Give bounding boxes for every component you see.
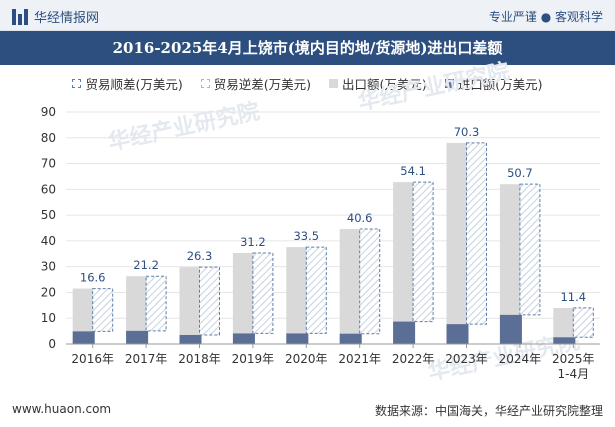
legend-swatch-surplus — [72, 79, 82, 88]
bar-import — [339, 333, 362, 344]
legend-label-deficit: 贸易逆差(万美元) — [213, 77, 311, 92]
x-tick-label: 2020年 — [285, 352, 328, 366]
bar-surplus — [252, 252, 274, 334]
bar-surplus — [305, 246, 327, 334]
data-label-surplus: 70.3 — [454, 125, 480, 139]
watermark-text: 华经产业研究院 — [356, 58, 512, 115]
x-tick-label: 2025年 1-4月 — [552, 352, 595, 381]
legend-swatch-deficit — [200, 79, 210, 88]
bar-import — [553, 337, 576, 344]
chart-canvas: 华经产业研究院 华经产业研究院 华经产业研究院 0102030405060708… — [41, 58, 600, 386]
y-tick-label: 70 — [41, 157, 56, 171]
y-tick-label: 40 — [41, 234, 56, 248]
legend-swatch-export — [329, 79, 338, 88]
bar-export — [339, 229, 362, 344]
watermark-text: 华经产业研究院 — [106, 98, 262, 155]
data-label-surplus: 31.2 — [240, 235, 266, 249]
data-label-surplus: 40.6 — [347, 211, 373, 225]
data-label-surplus: 21.2 — [133, 258, 159, 272]
bar-surplus — [412, 181, 434, 323]
bar-surplus — [519, 183, 541, 316]
data-label-surplus: 50.7 — [507, 166, 533, 180]
bar-export — [446, 142, 469, 344]
bar-export — [499, 184, 522, 344]
chart-title: 2016-2025年4月上饶市(境内目的地/货源地)进出口差额 — [0, 31, 615, 65]
bar-import — [393, 321, 416, 344]
bar-export — [286, 247, 309, 344]
x-tick-label: 2019年 — [232, 352, 275, 366]
bar-import — [179, 334, 202, 344]
brand-name: 华经情报网 — [34, 11, 100, 26]
bar-export — [126, 276, 149, 344]
data-labels: 16.6 21.2 26.3 31.2 33.5 40.6 54.1 70.3 50.7 11.4 — [80, 125, 586, 304]
y-tick-label: 20 — [41, 285, 56, 299]
data-label-surplus: 54.1 — [400, 164, 426, 178]
legend-item-import: 进口额(万美元) — [444, 74, 543, 93]
top-bar: 华经情报网 专业严谨 ● 客观科学 — [0, 0, 615, 31]
bar-export — [72, 288, 95, 344]
bar-export — [393, 182, 416, 344]
legend-label-surplus: 贸易顺差(万美元) — [85, 77, 183, 92]
bar-import — [499, 314, 522, 344]
y-tick-label: 80 — [41, 131, 56, 145]
y-tick-label: 0 — [48, 337, 56, 351]
bar-export — [553, 307, 576, 344]
brand: 华经情报网 — [12, 7, 99, 26]
bar-surplus — [145, 275, 167, 332]
footer-source: 数据来源：中国海关，华经产业研究院整理 — [374, 404, 603, 418]
data-label-surplus: 33.5 — [293, 229, 319, 243]
y-tick-label: 50 — [41, 208, 56, 222]
data-label-surplus: 26.3 — [187, 249, 213, 263]
bar-import — [126, 330, 149, 344]
data-label-surplus: 11.4 — [560, 290, 586, 304]
bar-import — [72, 331, 95, 344]
footer: www.huaon.com 数据来源：中国海关，华经产业研究院整理 — [0, 397, 615, 427]
bar-surplus — [572, 307, 594, 338]
x-axis: 2016年 2017年 2018年 2019年 2020年 2021年 2022年 2023年… — [66, 343, 600, 381]
x-tick-label: 2018年 — [178, 352, 221, 366]
legend: 贸易顺差(万美元) 贸易逆差(万美元) 出口额(万美元) 进口额(万美元) — [0, 74, 615, 93]
bar-surplus — [359, 228, 381, 335]
bar-import — [446, 324, 469, 344]
footer-website: www.huaon.com — [12, 402, 112, 416]
y-tick-label: 90 — [41, 105, 56, 119]
x-tick-label: 2021年 — [338, 352, 381, 366]
legend-label-export: 出口额(万美元) — [342, 77, 427, 92]
y-axis: 0 10 20 30 40 50 60 70 80 90 — [41, 105, 56, 351]
legend-label-import: 进口额(万美元) — [457, 77, 543, 92]
legend-item-surplus: 贸易顺差(万美元) — [72, 74, 183, 93]
bar-surplus — [92, 288, 114, 332]
bar-surplus — [466, 142, 487, 325]
bar-surplus — [199, 266, 220, 336]
legend-swatch-import — [444, 79, 454, 88]
y-tick-label: 60 — [41, 182, 56, 196]
legend-item-deficit: 贸易逆差(万美元) — [200, 74, 311, 93]
data-label-surplus: 16.6 — [80, 271, 106, 285]
x-tick-label: 2017年 — [125, 352, 168, 366]
bar-export — [232, 253, 255, 344]
x-tick-label: 2024年 — [499, 352, 542, 366]
x-tick-label: 2022年 — [392, 352, 435, 366]
bar-export — [179, 267, 202, 344]
slogan: 专业严谨 ● 客观科学 — [488, 10, 603, 24]
x-tick-label: 2016年 — [71, 352, 114, 366]
y-tick-label: 30 — [41, 260, 56, 274]
x-tick-label: 2023年 — [445, 352, 488, 366]
legend-item-export: 出口额(万美元) — [329, 74, 427, 93]
bars — [72, 142, 594, 344]
bar-import — [232, 333, 255, 344]
bar-import — [286, 333, 309, 344]
brand-logo-icon — [12, 8, 28, 25]
y-tick-label: 10 — [41, 311, 56, 325]
